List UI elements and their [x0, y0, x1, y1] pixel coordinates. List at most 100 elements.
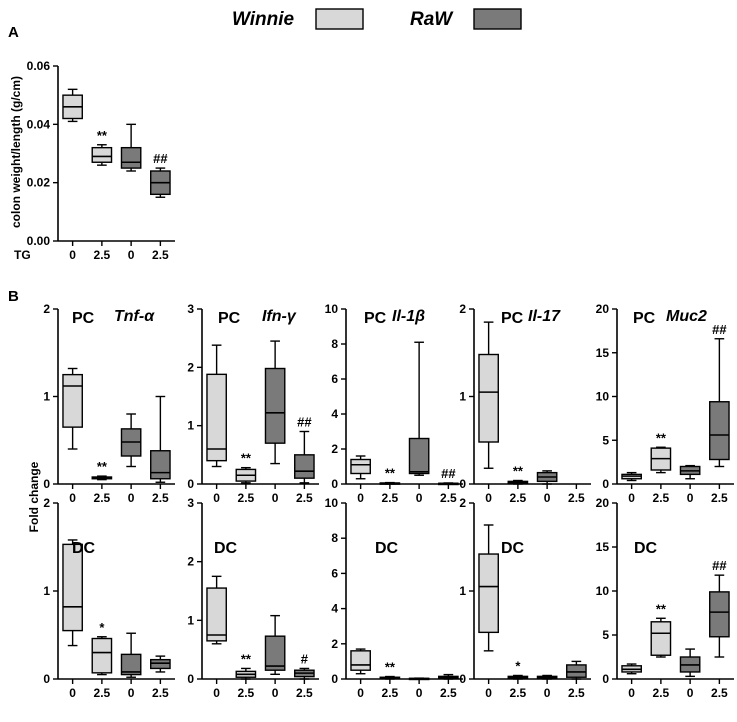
x-tick-label: 0	[128, 686, 135, 700]
x-tick-label: 2.5	[711, 686, 728, 700]
y-tick-label: 0	[602, 477, 609, 491]
significance-label: ##	[153, 151, 168, 166]
x-tick-label: 0	[357, 491, 364, 505]
y-tick-label: 20	[596, 496, 610, 510]
x-tick-label: 2.5	[653, 491, 670, 505]
region-label: PC	[501, 310, 524, 327]
gene-label: Ifn-γ	[262, 308, 297, 325]
x-tick-label: 0	[69, 248, 76, 262]
y-tick-label: 0.02	[27, 176, 51, 190]
x-tick-label: 0	[357, 686, 364, 700]
region-label: DC	[634, 540, 658, 557]
chart-dc-ifng: 0 1 2 3 0 2.5 ** 0 2.5 # DC	[187, 496, 319, 700]
y-tick-label: 15	[596, 346, 610, 360]
y-tick-label: 2	[187, 360, 194, 374]
y-tick-label: 10	[596, 390, 610, 404]
significance-label: ##	[297, 415, 312, 430]
region-label: PC	[218, 310, 241, 327]
box-raw	[120, 146, 142, 169]
box-raw	[566, 664, 587, 678]
gene-label: Il-17	[528, 308, 561, 325]
x-tick-label: 0	[687, 686, 694, 700]
y-tick-label: 0	[331, 477, 338, 491]
panel-letter-a: A	[8, 24, 19, 41]
x-tick-label: 2.5	[653, 686, 670, 700]
significance-label: **	[241, 451, 252, 466]
y-tick-label: 2	[459, 496, 466, 510]
box-raw	[709, 591, 730, 638]
y-tick-label: 15	[596, 540, 610, 554]
y-tick-label: 0	[43, 477, 50, 491]
significance-label: **	[513, 464, 524, 479]
x-tick-label: 2.5	[382, 491, 399, 505]
y-tick-label: 1	[43, 584, 50, 598]
y-tick-label: 1	[459, 390, 466, 404]
x-tick-label: 0	[213, 491, 220, 505]
box-winnie	[478, 353, 499, 443]
panel-a-ylabel: colon weight/length (g/cm)	[9, 76, 23, 228]
y-tick-label: 0.06	[27, 59, 51, 73]
chart-dc-tnf: 0 1 2 0 2.5 * 0 2.5 DC	[43, 496, 175, 700]
y-tick-label: 2	[43, 302, 50, 316]
box-winnie	[206, 373, 227, 462]
x-tick-label: 0	[128, 248, 135, 262]
x-tick-label: 0	[416, 491, 423, 505]
x-tick-label: 0	[416, 686, 423, 700]
x-tick-label: 0	[485, 686, 492, 700]
box-raw	[150, 450, 171, 480]
x-tick-label: 2.5	[152, 491, 169, 505]
y-tick-label: 2	[331, 637, 338, 651]
chart-pc-il17: 0 1 2 0 2.5 ** 0 2.5 PC Il-17	[459, 302, 591, 505]
y-tick-label: 2	[459, 302, 466, 316]
region-label: PC	[364, 310, 387, 327]
box-raw	[120, 653, 142, 676]
y-tick-label: 8	[331, 531, 338, 545]
y-tick-label: 5	[602, 433, 609, 447]
significance-label: **	[97, 128, 108, 143]
y-tick-label: 3	[187, 496, 194, 510]
legend-winnie-label: Winnie	[232, 9, 295, 30]
chart-dc-il17: 0 1 2 0 2.5 * 0 2.5 DC	[459, 496, 591, 700]
box-winnie	[62, 373, 83, 428]
significance-label: ##	[712, 322, 727, 337]
region-label: DC	[375, 540, 399, 557]
box-raw	[294, 454, 315, 479]
y-tick-label: 5	[602, 628, 609, 642]
y-tick-label: 4	[331, 602, 338, 616]
x-tick-label: 2.5	[296, 686, 313, 700]
box-raw	[264, 367, 286, 444]
x-tick-label: 0	[69, 686, 76, 700]
y-tick-label: 8	[331, 337, 338, 351]
legend: Winnie RaW	[232, 8, 522, 30]
x-tick-label: 0	[128, 491, 135, 505]
y-tick-label: 0	[187, 477, 194, 491]
y-tick-label: 0	[459, 672, 466, 686]
panel-letter-b: B	[8, 288, 19, 305]
y-tick-label: 0.00	[27, 234, 51, 248]
box-raw	[264, 635, 286, 671]
y-tick-label: 6	[331, 372, 338, 386]
region-label: PC	[633, 310, 656, 327]
x-tick-label: 0	[628, 491, 635, 505]
chart-dc-muc2: 0 5 10 15 20 0 2.5 ** 0 2.5 ## DC	[596, 496, 734, 700]
y-tick-label: 0	[602, 672, 609, 686]
x-tick-label: 2.5	[94, 248, 111, 262]
box-winnie	[478, 553, 499, 634]
chart-pc-ifng: 0 1 2 3 0 2.5 ** 0 2.5 ## PC Ifn-γ	[187, 302, 319, 505]
x-tick-label: 0	[69, 491, 76, 505]
x-tick-label: 0	[687, 491, 694, 505]
y-tick-label: 6	[331, 566, 338, 580]
y-tick-label: 0	[331, 672, 338, 686]
significance-label: **	[241, 651, 252, 666]
box-raw	[709, 401, 730, 461]
x-tick-label: 2.5	[510, 686, 527, 700]
x-tick-label: 0	[213, 686, 220, 700]
y-tick-label: 3	[187, 302, 194, 316]
x-tick-label: 2.5	[94, 491, 111, 505]
x-tick-label: 2.5	[440, 491, 457, 505]
region-label: PC	[72, 310, 95, 327]
gene-label: Tnf-α	[114, 308, 155, 325]
y-tick-label: 0	[187, 672, 194, 686]
x-tick-label: 2.5	[568, 491, 585, 505]
x-tick-label: 2.5	[238, 686, 255, 700]
